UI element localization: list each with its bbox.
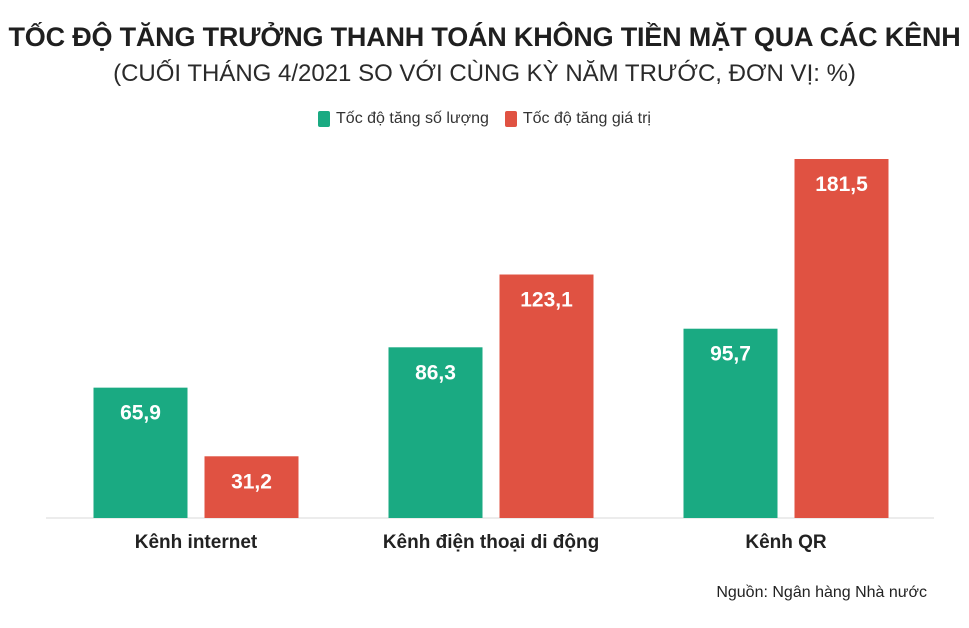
bar-value-2	[499, 274, 594, 518]
legend-item-quantity: Tốc độ tăng số lượng	[318, 110, 489, 128]
data-label-value-1: 31,2	[231, 470, 272, 493]
legend-item-value: Tốc độ tăng giá trị	[504, 110, 651, 128]
data-label-value-3: 181,5	[815, 173, 868, 196]
bar-quantity-2	[388, 347, 483, 518]
data-label-quantity-3: 95,7	[710, 343, 751, 366]
chart-title: TỐC ĐỘ TĂNG TRƯỞNG THANH TOÁN KHÔNG TIỀN…	[8, 22, 961, 52]
category-label-3: Kênh QR	[745, 532, 827, 553]
source-note: Nguồn: Ngân hàng Nhà nước	[716, 584, 927, 601]
legend-swatch-quantity	[318, 111, 331, 127]
legend: Tốc độ tăng số lượng Tốc độ tăng giá trị	[0, 110, 969, 128]
legend-label-value: Tốc độ tăng giá trị	[522, 110, 651, 127]
legend-swatch-value	[504, 111, 517, 127]
bar-value-1	[204, 456, 299, 518]
category-label-2: Kênh điện thoại di động	[383, 532, 599, 553]
bar-quantity-1	[93, 387, 188, 518]
bar-value-3	[794, 159, 889, 518]
data-label-value-2: 123,1	[520, 289, 573, 312]
chart-subtitle: (CUỐI THÁNG 4/2021 SO VỚI CÙNG KỲ NĂM TR…	[113, 60, 856, 87]
legend-label-quantity: Tốc độ tăng số lượng	[336, 110, 489, 127]
data-label-quantity-2: 86,3	[415, 361, 456, 384]
bar-quantity-3	[683, 328, 778, 518]
data-label-quantity-1: 65,9	[120, 402, 161, 425]
category-label-1: Kênh internet	[135, 532, 258, 553]
